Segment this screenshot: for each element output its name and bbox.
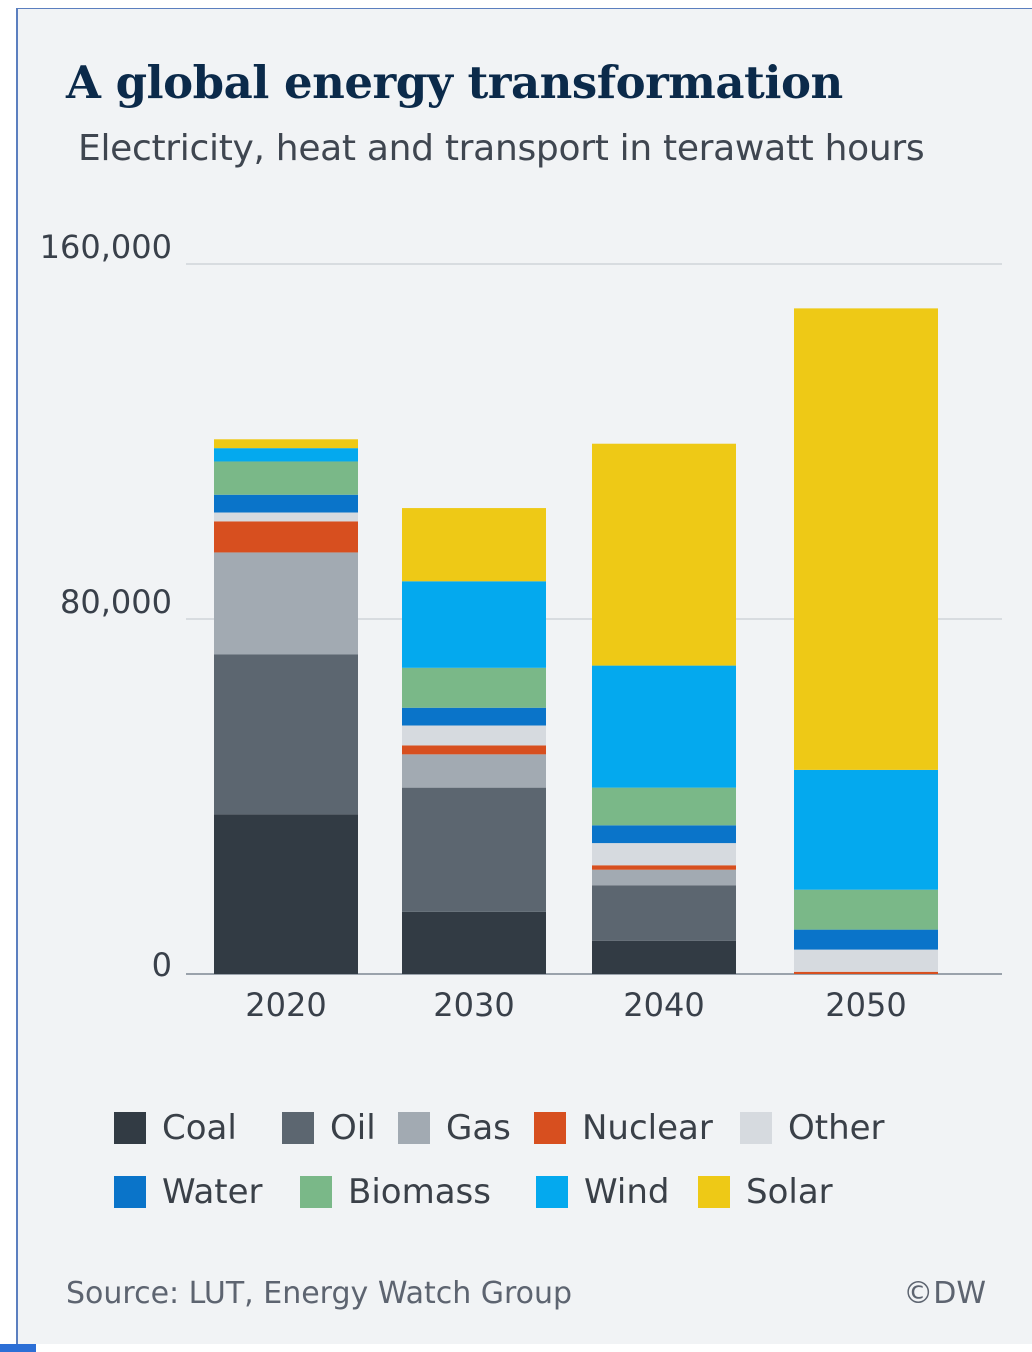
- bar-segment-wind-2030: [402, 581, 546, 668]
- legend-label-solar: Solar: [746, 1172, 833, 1212]
- legend-swatch-coal: [114, 1112, 146, 1144]
- source-note: Source: LUT, Energy Watch Group: [66, 1276, 573, 1311]
- legend-swatch-other: [740, 1112, 772, 1144]
- bar-segment-biomass-2020: [214, 461, 358, 495]
- bar-segment-gas-2020: [214, 552, 358, 655]
- bar-segment-oil-2040: [592, 885, 736, 941]
- bar-stack-2020: [214, 439, 358, 974]
- axes: 0 80,000 160,000 2020 2030 2040 2050: [40, 228, 907, 1024]
- bar-segment-other-2040: [592, 843, 736, 866]
- credit-note: ©DW: [903, 1276, 986, 1311]
- bar-segment-biomass-2050: [794, 889, 938, 930]
- bar-stack-2030: [402, 508, 546, 974]
- bar-segment-nuclear-2030: [402, 745, 546, 755]
- legend-swatch-nuclear: [534, 1112, 566, 1144]
- legend-label-biomass: Biomass: [348, 1172, 491, 1212]
- bar-segment-biomass-2030: [402, 667, 546, 708]
- y-tick-label: 160,000: [40, 228, 172, 266]
- bar-segment-water-2030: [402, 707, 546, 726]
- legend-swatch-oil: [282, 1112, 314, 1144]
- bar-segment-gas-2040: [592, 869, 736, 886]
- bars: [214, 308, 938, 974]
- legend-swatch-water: [114, 1176, 146, 1208]
- bar-segment-other-2020: [214, 512, 358, 522]
- x-tick-label: 2040: [623, 986, 704, 1024]
- bar-segment-solar-2030: [402, 508, 546, 582]
- bar-segment-gas-2030: [402, 754, 546, 788]
- legend-swatch-solar: [698, 1176, 730, 1208]
- bar-segment-nuclear-2050: [794, 971, 938, 974]
- bar-segment-oil-2030: [402, 787, 546, 912]
- bar-segment-solar-2040: [592, 443, 736, 666]
- legend-label-oil: Oil: [330, 1108, 376, 1148]
- bar-segment-coal-2020: [214, 814, 358, 974]
- legend-label-gas: Gas: [446, 1108, 511, 1148]
- bar-segment-nuclear-2020: [214, 521, 358, 553]
- bar-segment-solar-2050: [794, 308, 938, 770]
- bar-segment-wind-2040: [592, 665, 736, 788]
- chart-title: A global energy transformation: [66, 56, 843, 109]
- bar-segment-other-2030: [402, 725, 546, 746]
- stacked-bar-chart: 0 80,000 160,000 2020 2030 2040 2050: [40, 228, 1002, 1024]
- bar-segment-wind-2020: [214, 448, 358, 462]
- bar-segment-nuclear-2040: [592, 865, 736, 870]
- bar-stack-2040: [592, 443, 736, 974]
- legend-label-coal: Coal: [162, 1108, 237, 1148]
- bar-segment-biomass-2040: [592, 787, 736, 826]
- x-tick-label: 2030: [433, 986, 514, 1024]
- x-tick-label: 2050: [825, 986, 906, 1024]
- bar-segment-wind-2050: [794, 769, 938, 890]
- x-tick-label: 2020: [245, 986, 326, 1024]
- bar-segment-other-2050: [794, 949, 938, 972]
- y-tick-label: 0: [152, 946, 172, 984]
- legend-label-other: Other: [788, 1108, 885, 1148]
- legend-swatch-biomass: [300, 1176, 332, 1208]
- bar-segment-water-2040: [592, 825, 736, 844]
- bar-segment-coal-2030: [402, 911, 546, 974]
- legend-swatch-wind: [536, 1176, 568, 1208]
- legend-label-water: Water: [162, 1172, 263, 1212]
- corner-marker: [0, 1344, 36, 1352]
- legend-label-nuclear: Nuclear: [582, 1108, 713, 1148]
- y-tick-label: 80,000: [60, 583, 172, 621]
- bar-segment-water-2020: [214, 494, 358, 513]
- chart-subtitle: Electricity, heat and transport in teraw…: [78, 128, 925, 169]
- bar-segment-solar-2020: [214, 439, 358, 449]
- bar-segment-oil-2020: [214, 654, 358, 815]
- bar-segment-water-2050: [794, 929, 938, 950]
- bar-stack-2050: [794, 308, 938, 974]
- legend-label-wind: Wind: [584, 1172, 670, 1212]
- bar-segment-coal-2040: [592, 940, 736, 974]
- legend-swatch-gas: [398, 1112, 430, 1144]
